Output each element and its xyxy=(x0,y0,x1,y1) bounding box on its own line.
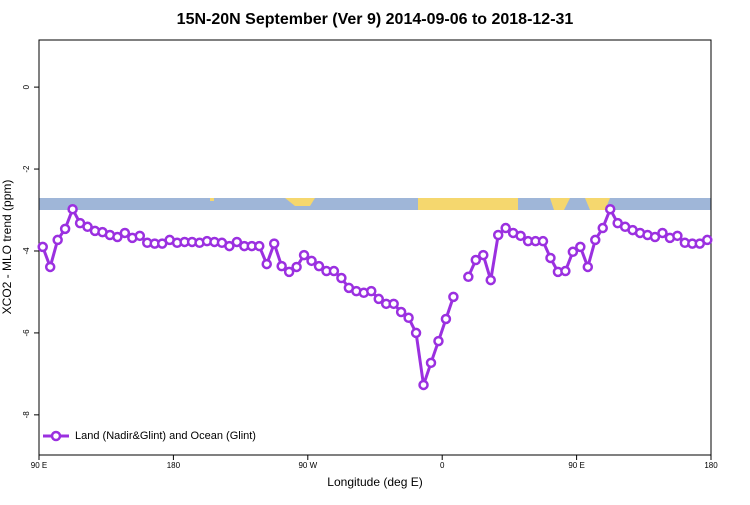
data-point xyxy=(306,255,317,267)
data-point xyxy=(418,379,429,391)
data-point xyxy=(470,254,482,266)
data-point xyxy=(403,312,414,324)
data-point xyxy=(268,238,280,249)
data-point xyxy=(254,240,265,252)
y-tick-label: -8 xyxy=(22,411,31,419)
data-point xyxy=(590,234,601,246)
y-axis-label: XCO2 - MLO trend (ppm) xyxy=(0,180,14,315)
data-point xyxy=(52,234,63,246)
data-point xyxy=(37,241,48,253)
data-point xyxy=(649,231,661,243)
x-tick-label: 180 xyxy=(704,461,718,470)
data-point xyxy=(59,223,71,235)
data-point xyxy=(261,258,272,270)
data-point xyxy=(298,249,310,261)
data-point xyxy=(366,285,377,297)
data-point xyxy=(492,229,504,241)
land-ocean-band xyxy=(39,198,711,210)
data-point xyxy=(425,357,437,369)
y-tick-label: -4 xyxy=(22,247,31,255)
y-tick-label: 0 xyxy=(22,84,31,89)
data-point xyxy=(440,313,452,325)
x-tick-label: 90 E xyxy=(31,461,47,470)
data-point xyxy=(560,265,571,277)
data-point xyxy=(582,261,594,273)
data-point xyxy=(433,335,444,347)
data-point xyxy=(67,203,78,215)
data-point xyxy=(291,261,302,273)
data-point xyxy=(44,261,56,273)
data-point xyxy=(597,222,608,234)
legend-marker xyxy=(50,430,62,442)
x-axis-label: Longitude (deg E) xyxy=(327,475,422,489)
data-point xyxy=(500,222,511,234)
data-point xyxy=(373,293,384,305)
data-point xyxy=(515,230,526,242)
chart-title: 15N-20N September (Ver 9) 2014-09-06 to … xyxy=(177,11,574,28)
data-point xyxy=(448,291,459,303)
data-point xyxy=(478,249,489,261)
x-tick-label: 0 xyxy=(440,461,445,470)
data-point xyxy=(283,266,295,278)
data-point xyxy=(336,272,347,284)
data-point xyxy=(224,240,235,252)
data-point xyxy=(702,234,713,246)
data-point xyxy=(672,230,683,242)
data-point xyxy=(545,252,556,264)
data-point xyxy=(537,235,549,247)
x-tick-label: 90 E xyxy=(568,461,584,470)
data-point xyxy=(567,246,579,258)
land-band xyxy=(210,198,610,210)
data-point xyxy=(112,231,123,243)
data-point xyxy=(485,274,496,286)
data-point xyxy=(463,271,474,283)
y-tick-label: -2 xyxy=(22,165,31,173)
x-tick-label: 90 W xyxy=(298,461,317,470)
data-point xyxy=(313,260,325,272)
data-point xyxy=(657,227,668,239)
data-point xyxy=(82,221,93,233)
data-point xyxy=(328,265,340,277)
data-point xyxy=(276,260,287,272)
x-tick-label: 180 xyxy=(167,461,181,470)
data-point xyxy=(395,306,407,318)
data-point xyxy=(388,298,399,310)
data-point xyxy=(410,327,422,339)
data-point xyxy=(119,227,131,239)
ocean-band xyxy=(39,198,711,210)
data-point xyxy=(604,203,616,215)
data-point xyxy=(575,241,586,253)
y-tick-label: -6 xyxy=(22,329,31,337)
legend-label: Land (Nadir&Glint) and Ocean (Glint) xyxy=(75,430,256,442)
data-point xyxy=(134,230,146,242)
data-point xyxy=(231,236,243,248)
